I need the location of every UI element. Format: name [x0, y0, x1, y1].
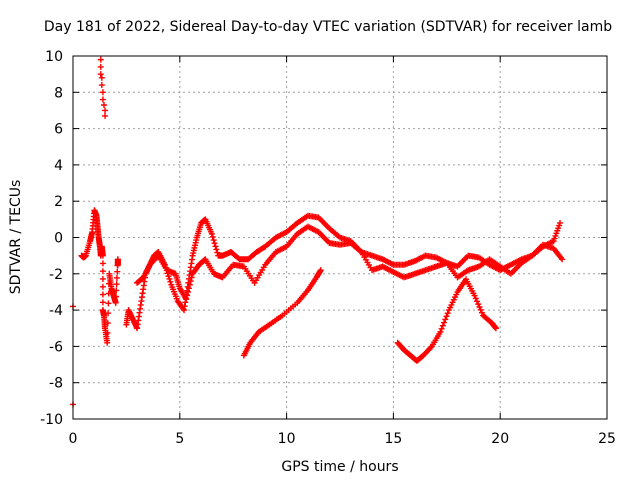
data-point: [184, 292, 191, 299]
data-point: [187, 278, 194, 285]
axis-ticks: 0 5 10 15 20 25 -10 -8 -6 -4 -2 0 2 4 6 8 10: [40, 49, 616, 447]
data-point: [97, 63, 104, 70]
data-point: [112, 299, 119, 306]
x-tick-label: 15: [384, 431, 402, 447]
data-point: [99, 96, 106, 103]
data-point: [104, 329, 111, 336]
data-point: [441, 319, 448, 326]
data-points: [70, 56, 566, 408]
data-point: [102, 112, 109, 119]
data-point: [166, 275, 173, 282]
data-point: [477, 306, 484, 313]
series-secondary-band: [134, 223, 566, 303]
data-point: [99, 252, 106, 259]
data-point: [444, 310, 451, 317]
data-point: [492, 325, 499, 332]
data-point: [99, 260, 106, 267]
data-point: [472, 295, 479, 302]
data-point: [165, 273, 172, 280]
y-tick-label: 4: [54, 158, 63, 174]
data-point: [98, 74, 105, 81]
data-point: [183, 296, 190, 303]
series-top-spike: [97, 56, 109, 119]
data-point: [185, 288, 192, 295]
y-tick-label: -4: [49, 303, 63, 319]
data-point: [114, 261, 121, 268]
data-point: [113, 274, 120, 281]
data-point: [427, 344, 434, 351]
y-tick-label: -6: [49, 339, 63, 355]
data-point: [167, 278, 174, 285]
chart-title: Day 181 of 2022, Sidereal Day-to-day VTE…: [44, 19, 612, 35]
y-tick-label: 10: [45, 49, 63, 65]
data-point: [99, 268, 106, 275]
data-point: [99, 283, 106, 290]
data-point: [478, 309, 485, 316]
data-point: [208, 230, 215, 237]
data-point: [105, 300, 112, 307]
data-point: [104, 339, 111, 346]
data-point: [102, 107, 109, 114]
data-point: [105, 310, 112, 317]
data-point: [104, 320, 111, 327]
data-point: [442, 316, 449, 323]
data-point: [99, 299, 106, 306]
data-point: [114, 268, 121, 275]
data-point: [99, 89, 106, 96]
series-early-arc: [78, 207, 121, 346]
data-point: [97, 71, 104, 78]
data-point: [113, 281, 120, 288]
x-tick-label: 20: [491, 431, 509, 447]
y-tick-label: 2: [54, 194, 63, 210]
x-tick-label: 10: [278, 431, 296, 447]
data-point: [474, 298, 481, 305]
series-main-band: [123, 212, 564, 332]
data-point: [99, 291, 106, 298]
data-point: [188, 274, 195, 281]
x-tick-label: 25: [598, 431, 616, 447]
y-tick-label: 0: [54, 231, 63, 247]
y-tick-label: -2: [49, 267, 63, 283]
data-point: [113, 293, 120, 300]
data-point: [557, 219, 564, 226]
data-point: [439, 322, 446, 329]
series-dip-arc-1: [240, 267, 324, 359]
data-point: [100, 102, 107, 109]
data-point: [211, 240, 218, 247]
data-point: [186, 281, 193, 288]
data-point: [209, 233, 216, 240]
y-tick-label: -8: [49, 376, 63, 392]
y-tick-label: 8: [54, 85, 63, 101]
data-point: [559, 256, 566, 263]
data-point: [99, 275, 106, 282]
y-tick-label: -10: [40, 412, 63, 428]
data-point: [438, 325, 445, 332]
data-point: [437, 328, 444, 335]
data-point: [443, 313, 450, 320]
data-point: [476, 303, 483, 310]
data-point: [471, 292, 478, 299]
data-point: [97, 56, 104, 63]
y-tick-label: 6: [54, 122, 63, 138]
series-dip-arc-2: [394, 276, 499, 364]
data-point: [213, 246, 220, 253]
data-point: [475, 301, 482, 308]
data-point: [185, 285, 192, 292]
data-point: [214, 249, 221, 256]
data-point: [212, 243, 219, 250]
x-tick-label: 0: [69, 431, 78, 447]
x-axis-label: GPS time / hours: [281, 459, 398, 475]
data-point: [210, 237, 217, 244]
data-point: [98, 82, 105, 89]
data-point: [317, 267, 324, 274]
data-point: [113, 287, 120, 294]
y-axis-label: SDTVAR / TECUs: [8, 180, 24, 295]
x-tick-label: 5: [175, 431, 184, 447]
